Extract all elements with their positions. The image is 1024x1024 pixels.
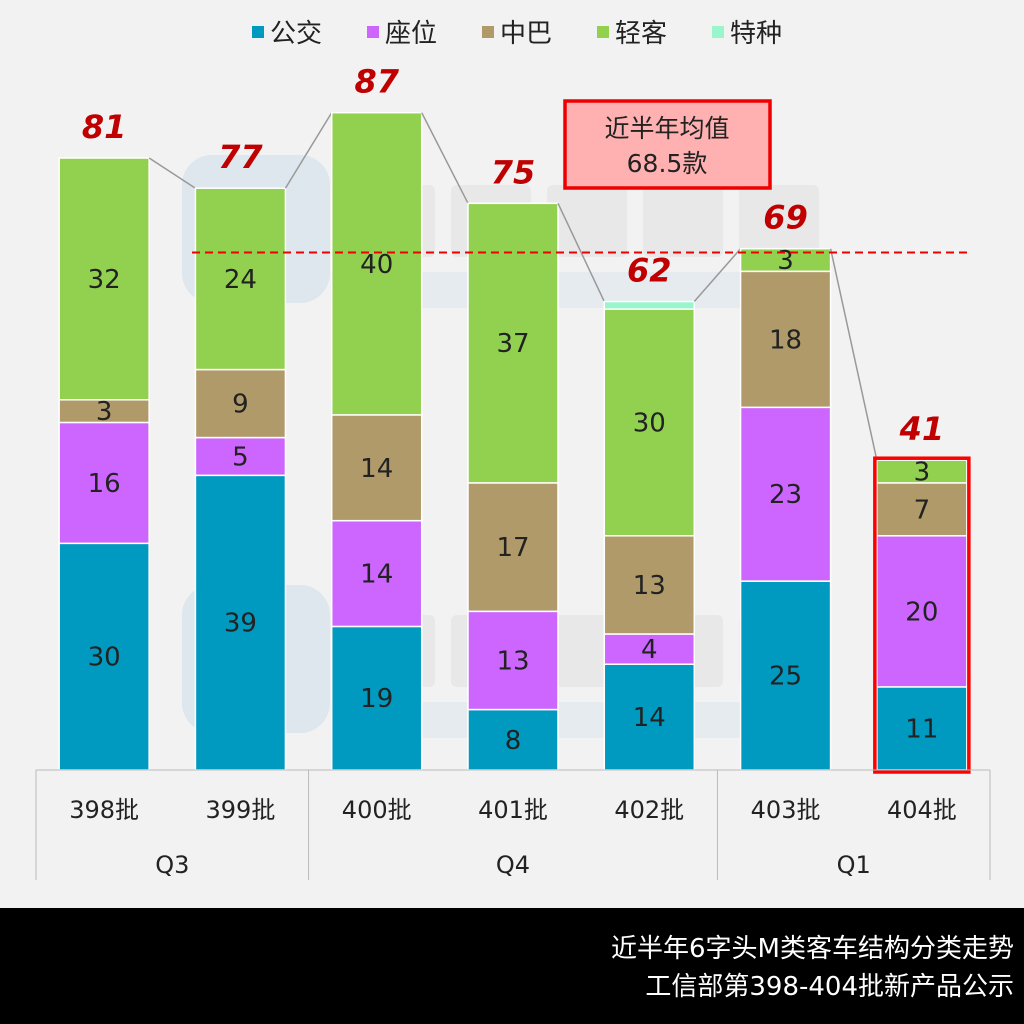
watermark-glyph-block	[739, 185, 819, 257]
data-label: 17	[496, 533, 529, 563]
bar-segment	[467, 202, 559, 484]
legend-label: 座位	[385, 19, 437, 49]
bar-segment	[603, 633, 696, 665]
footer-title: 近半年6字头M类客车结构分类走势	[611, 934, 1014, 964]
connector-line	[829, 248, 878, 461]
x-tick-label: 401批	[478, 796, 548, 824]
data-label: 11	[905, 714, 938, 744]
bar-segment	[58, 157, 150, 401]
x-tick-label: 398批	[69, 796, 139, 824]
average-label: 近半年均值	[604, 114, 729, 143]
bar-segment	[467, 482, 559, 613]
legend-swatch	[252, 26, 264, 38]
bar-segment	[58, 421, 150, 545]
footer-subtitle: 工信部第398-404批新产品公示	[645, 972, 1014, 1002]
data-label: 3	[914, 458, 931, 488]
total-label: 62	[627, 252, 672, 290]
connector-line	[693, 248, 742, 303]
highlight-box	[873, 456, 971, 774]
connector-line	[148, 157, 196, 189]
bar-segment	[739, 270, 832, 409]
data-label: 13	[633, 571, 666, 601]
data-label: 3	[777, 246, 794, 276]
legend-label: 轻客	[615, 19, 667, 49]
legend-label: 特种	[730, 19, 782, 49]
legend-label: 中巴	[500, 19, 552, 49]
data-label: 18	[769, 325, 802, 355]
bar-segment	[603, 300, 696, 310]
connector-line	[284, 112, 333, 189]
bar-segment	[876, 459, 968, 484]
bar-segment	[603, 663, 696, 771]
data-label: 32	[88, 265, 121, 295]
bar-segment	[739, 580, 832, 771]
bar-segment	[330, 414, 423, 522]
data-label: 14	[633, 703, 666, 733]
data-label: 7	[914, 495, 931, 525]
data-label: 3	[96, 397, 113, 427]
data-label: 30	[88, 643, 121, 673]
data-label: 14	[360, 560, 393, 590]
data-label: 5	[232, 442, 249, 472]
data-label: 30	[633, 408, 666, 438]
total-label: 75	[491, 153, 536, 191]
x-tick-label: 404批	[887, 796, 957, 824]
data-label: 4	[641, 635, 658, 665]
data-label: 39	[224, 609, 257, 639]
bar-segment	[194, 187, 287, 371]
data-label: 14	[360, 454, 393, 484]
footer: 近半年6字头M类客车结构分类走势 工信部第398-404批新产品公示	[0, 908, 1024, 1024]
data-label: 20	[905, 597, 938, 627]
data-label: 13	[496, 646, 529, 676]
data-label: 8	[505, 726, 522, 756]
connector-line	[557, 203, 605, 302]
watermark-glyph-block	[643, 185, 723, 257]
x-tick-label: 402批	[614, 796, 684, 824]
bar-segment	[194, 474, 287, 771]
bar-segment	[876, 686, 968, 771]
legend-swatch	[712, 26, 724, 38]
total-label: 87	[354, 63, 399, 101]
data-label: 24	[224, 265, 257, 295]
bar-segment	[58, 542, 150, 771]
connector-line	[421, 112, 469, 204]
data-label: 9	[232, 390, 249, 420]
bar-segment	[739, 247, 832, 273]
x-tick-label: 403批	[751, 796, 821, 824]
data-label: 19	[360, 684, 393, 714]
bar-segment	[467, 610, 559, 711]
x-tick-label: 399批	[206, 796, 276, 824]
data-label: 37	[496, 329, 529, 359]
legend-swatch	[367, 26, 379, 38]
group-label: Q4	[496, 851, 530, 879]
bar-segment	[876, 535, 968, 688]
watermark-glyph-block	[547, 185, 627, 257]
bar-segment	[739, 406, 832, 582]
stacked-bar-chart: 公交 座位 中巴 轻客 特种 30 16 3 32 81 398批 39 5 9 24 77 399批 19 14 1…	[35, 19, 991, 880]
average-callout	[563, 99, 772, 190]
bar-segment	[876, 482, 968, 537]
total-label: 77	[218, 138, 263, 176]
total-label: 69	[763, 199, 808, 237]
group-label: Q1	[837, 851, 871, 879]
data-label: 25	[769, 662, 802, 692]
bar-segment	[330, 625, 423, 771]
total-label: 41	[899, 410, 945, 448]
legend-swatch	[482, 26, 494, 38]
group-label: Q3	[155, 851, 189, 879]
bar-segment	[330, 519, 423, 628]
data-label: 40	[360, 250, 393, 280]
bar-segment	[330, 111, 423, 416]
x-tick-label: 400批	[342, 796, 412, 824]
data-label: 23	[769, 480, 802, 510]
bar-segment	[603, 308, 696, 537]
legend-swatch	[597, 26, 609, 38]
average-value: 68.5款	[627, 149, 708, 178]
total-label: 81	[82, 108, 127, 146]
bar-segment	[467, 708, 559, 771]
legend-label: 公交	[270, 19, 322, 49]
bar-segment	[194, 368, 287, 439]
data-label: 16	[88, 469, 121, 499]
